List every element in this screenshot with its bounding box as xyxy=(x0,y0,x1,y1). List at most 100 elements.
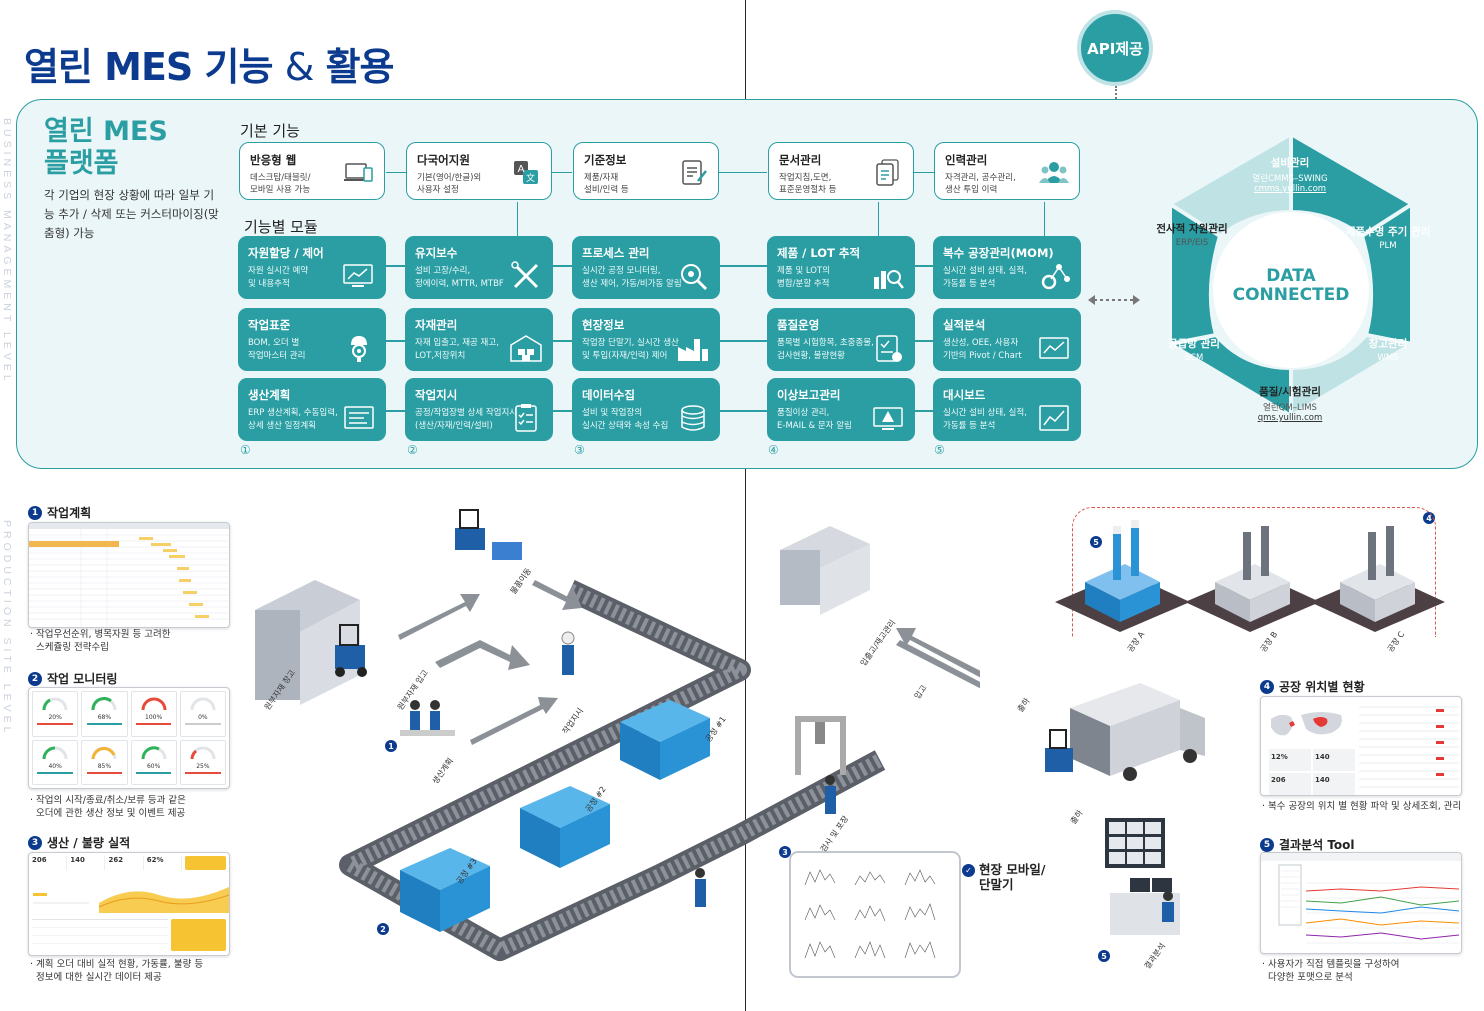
module-multi-factory-mom: 복수 공장관리(MOM) 실시간 설비 상태, 실적, 가동률 등 분석 xyxy=(933,236,1081,299)
flow-arrows xyxy=(896,628,980,689)
gauge-card: 100% xyxy=(130,691,177,737)
connector xyxy=(719,410,767,412)
module-resource-allocation: 자원할당 / 제어 자원 실시간 예약 및 내용추적 xyxy=(238,236,386,299)
analysis-tool-screenshot xyxy=(1260,852,1462,954)
gauge-card: 40% xyxy=(32,739,79,785)
monitor-chart-icon xyxy=(343,264,373,287)
network-gear-icon xyxy=(1041,264,1070,290)
connector xyxy=(914,340,934,342)
ring-segment-erp: 전사적 자원관리 ERP/EIS xyxy=(1156,223,1228,248)
basic-functions-heading: 기본 기능 xyxy=(240,122,300,140)
connector xyxy=(719,172,767,173)
worker-figure xyxy=(561,631,575,675)
basic-function-document-management: 문서관리 작업지침,도면, 표준운영절차 등 xyxy=(768,142,914,200)
document-icon xyxy=(876,159,899,186)
module-dashboard: 대시보드 실시간 설비 상태, 실적, 가동률 등 분석 xyxy=(933,378,1081,441)
connector xyxy=(386,410,406,412)
gauge-icon xyxy=(141,697,167,711)
step-marker-5: 5 xyxy=(1098,950,1110,962)
connector xyxy=(914,265,934,267)
gauge-card: 20% xyxy=(32,691,79,737)
dashboard-icon xyxy=(1039,405,1069,431)
gauge-icon xyxy=(141,745,167,759)
legend-factory-location-desc: · 복수 공장의 위치 별 현황 파악 및 상세조회, 관리 xyxy=(1262,801,1462,812)
label-outbound: 출하 xyxy=(1015,696,1032,714)
legend-factory-location: 4 공장 위치별 현황 xyxy=(1260,678,1365,695)
gauge-icon xyxy=(91,746,117,759)
connector xyxy=(914,172,934,173)
legend-work-planning: 1 작업계획 xyxy=(28,504,91,521)
svg-text:文: 文 xyxy=(526,172,535,184)
factory-group-outline xyxy=(1072,507,1436,637)
ring-segment-equipment: 설비관리 열린CMMS–SWING cmms.yullin.com xyxy=(1252,157,1328,194)
module-quality-operation: 품질운영 품목별 시험항목, 초중종물, 검사현황, 불량현황 xyxy=(767,308,915,371)
worker-gear-icon xyxy=(351,336,367,362)
basic-function-master-data: 기준정보 제품/자재 설비/인력 등 xyxy=(573,142,719,200)
data-connected-label: DATA CONNECTED xyxy=(1232,266,1350,305)
connector xyxy=(878,202,879,236)
data-ring-segments xyxy=(1164,130,1418,420)
connector xyxy=(1044,202,1045,236)
module-data-collection: 데이터수집 설비 및 작업장의 실시간 상태와 속성 수집 xyxy=(572,378,720,441)
worker-figure xyxy=(400,700,455,736)
connector xyxy=(552,340,572,342)
map-kpi-value: 140 xyxy=(1315,753,1330,761)
page-title: 열린 MES 기능 & 활용 xyxy=(24,45,394,89)
document-icon xyxy=(682,160,707,185)
monitoring-screenshot: 20% 68% 100% 0% 40% 85% 60% 25% xyxy=(28,687,230,789)
modules-heading: 기능별 모듈 xyxy=(244,218,318,236)
map-kpi-value: 12% xyxy=(1271,753,1288,761)
module-material-management: 자재관리 자재 입출고, 재공 재고, LOT,저장위치 xyxy=(405,308,553,371)
machine-process-2 xyxy=(520,786,610,868)
module-product-lot-tracking: 제품 / LOT 추적 제품 및 LOT의 병합/분할 추적 xyxy=(767,236,915,299)
step-marker-3: 3 xyxy=(779,846,791,858)
connector xyxy=(386,340,406,342)
legend-production-results-desc: · 계획 오더 대비 실적 현황, 가동률, 불량 등 정보에 대한 실시간 데… xyxy=(30,959,204,983)
factory-group-illustration xyxy=(1055,520,1445,632)
gauge-card: 0% xyxy=(179,691,226,737)
tablet-illustration xyxy=(789,851,961,978)
module-work-order: 작업지시 공정/작업장별 상세 작업지시 (생산/자재/인력/설비) xyxy=(405,378,553,441)
connector xyxy=(386,172,406,173)
bar-search-icon xyxy=(874,270,904,289)
people-icon xyxy=(1039,162,1069,183)
connector xyxy=(552,265,572,267)
module-performance-analysis: 실적분석 생산성, OEE, 사용자 기반의 Pivot / Chart xyxy=(933,308,1081,371)
column-number-3: ③ xyxy=(574,443,585,457)
connector xyxy=(914,410,934,412)
gauge-card: 68% xyxy=(81,691,128,737)
factory-b-building xyxy=(1215,526,1290,622)
tools-icon xyxy=(511,261,539,289)
label-loading: 출하 xyxy=(1068,808,1085,826)
flow-arrows xyxy=(398,580,582,745)
column-number-5: ⑤ xyxy=(934,443,945,457)
ring-segment-wms: 창고관리 WMS xyxy=(1368,338,1408,363)
map-kpi-value: 206 xyxy=(1271,776,1286,784)
factory-scene-illustration xyxy=(255,509,980,978)
connector xyxy=(552,172,572,173)
area-chart-thumbnail xyxy=(33,887,229,913)
clipboard-icon xyxy=(515,404,537,432)
legend-work-planning-desc: · 작업우선순위, 병목자원 등 고려한 스케쥴링 전략수립 xyxy=(30,629,171,653)
factory-location-screenshot: 12% 140 206 140 xyxy=(1260,696,1462,796)
map-kpi-value: 140 xyxy=(1315,776,1330,784)
language-icon: A文 xyxy=(514,161,538,184)
platform-title: 열린 MES 플랫폼 xyxy=(44,116,168,179)
bidirectional-arrow-icon xyxy=(1088,295,1140,305)
gauge-icon xyxy=(190,697,216,711)
worker-figure xyxy=(825,775,836,814)
side-label-production: PRODUCTION SITE LEVEL xyxy=(1,520,13,737)
forklift-icon xyxy=(455,509,522,560)
gauge-icon xyxy=(42,697,68,711)
gantt-screenshot xyxy=(28,522,230,628)
api-badge: API제공 xyxy=(1077,10,1153,86)
gauge-card: 25% xyxy=(179,739,226,785)
truck-illustration xyxy=(1045,683,1205,781)
basic-function-hr-management: 인력관리 자격관리, 공수관리, 생산 투입 이력 xyxy=(934,142,1080,200)
world-map-dashboard-thumbnail xyxy=(1269,706,1459,795)
ring-segment-quality: 품질/시험관리 열린QM–LIMS qms.yullin.com xyxy=(1257,386,1323,423)
basic-function-responsive-web: 반응형 웹 데스크탑/태블릿/모바일 사용 가능 xyxy=(239,142,385,200)
warehouse-shelf xyxy=(255,580,360,705)
connector xyxy=(386,265,406,267)
robot-arm-icon xyxy=(795,716,846,775)
